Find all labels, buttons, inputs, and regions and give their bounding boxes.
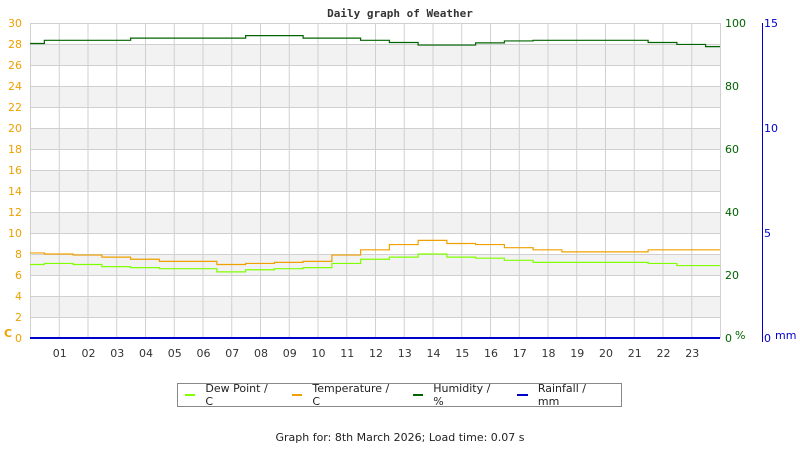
temperature-swatch-icon	[291, 394, 303, 396]
left-tick-label: 0	[15, 332, 22, 345]
x-tick-label: 06	[197, 347, 211, 360]
left-tick-label: 24	[8, 80, 22, 93]
legend-item-temperature: Temperature / C	[289, 382, 396, 408]
dew-point-line	[30, 253, 720, 273]
rainfall-axis-unit: mm	[775, 329, 796, 342]
x-tick-label: 23	[685, 347, 699, 360]
humidity-tick-label: 80	[725, 80, 739, 93]
x-tick-label: 21	[628, 347, 642, 360]
x-tick-label: 09	[283, 347, 297, 360]
x-tick-label: 13	[398, 347, 412, 360]
rainfall-tick-label: 15	[764, 17, 778, 30]
x-tick-label: 15	[455, 347, 469, 360]
left-tick-label: 2	[15, 311, 22, 324]
legend-item-rainfall: Rainfall / mm	[514, 382, 607, 408]
humidity-line	[30, 35, 720, 48]
x-tick-label: 22	[657, 347, 671, 360]
humidity-axis-unit: %	[735, 329, 745, 342]
rainfall-tick-label: 5	[764, 227, 771, 240]
humidity-tick-label: 60	[725, 143, 739, 156]
x-tick-label: 01	[53, 347, 67, 360]
x-tick-label: 07	[225, 347, 239, 360]
x-tick-label: 14	[427, 347, 441, 360]
x-tick-label: 04	[139, 347, 153, 360]
x-tick-label: 12	[369, 347, 383, 360]
dew-point-swatch-icon	[185, 394, 196, 396]
left-tick-label: 8	[15, 248, 22, 261]
left-tick-label: 22	[8, 101, 22, 114]
humidity-tick-label: 20	[725, 269, 739, 282]
left-tick-label: 16	[8, 164, 22, 177]
left-tick-label: 6	[15, 269, 22, 282]
chart-title: Daily graph of Weather	[327, 7, 473, 20]
x-axis-ticks: 01 02 03 04 05 06 07 08 09 10 11 12 13 14 15 16 17 18 19 20…	[53, 347, 700, 360]
rainfall-axis: 0 5 10 15	[762, 17, 778, 345]
legend-label: Dew Point / C	[205, 382, 268, 408]
temperature-line	[30, 239, 720, 266]
x-tick-label: 19	[570, 347, 584, 360]
humidity-tick-label: 40	[725, 206, 739, 219]
legend-label: Temperature / C	[312, 382, 390, 408]
x-tick-label: 20	[599, 347, 613, 360]
legend-label: Rainfall / mm	[537, 382, 586, 408]
legend-item-humidity: Humidity / %	[410, 382, 501, 408]
left-axis-unit: C	[4, 327, 12, 340]
humidity-axis-ticks: 0 20 40 60 80 100	[725, 17, 746, 345]
left-tick-label: 12	[8, 206, 22, 219]
x-tick-label: 11	[340, 347, 354, 360]
x-tick-label: 03	[110, 347, 124, 360]
left-tick-label: 30	[8, 17, 22, 30]
x-tick-label: 05	[168, 347, 182, 360]
x-tick-label: 02	[82, 347, 96, 360]
x-tick-label: 16	[484, 347, 498, 360]
left-tick-label: 28	[8, 38, 22, 51]
left-tick-label: 18	[8, 143, 22, 156]
humidity-tick-label: 0	[725, 332, 732, 345]
x-tick-label: 10	[312, 347, 326, 360]
plot-series	[30, 35, 720, 339]
left-tick-label: 14	[8, 185, 22, 198]
left-tick-label: 26	[8, 59, 22, 72]
left-tick-label: 10	[8, 227, 22, 240]
graph-footer: Graph for: 8th March 2026; Load time: 0.…	[275, 431, 525, 444]
rainfall-tick-label: 0	[764, 332, 771, 345]
weather-chart: Daily graph of Weather 02468101214161820…	[4, 7, 796, 360]
plot-grid	[30, 23, 721, 339]
humidity-tick-label: 100	[725, 17, 746, 30]
chart-legend: Dew Point / C Temperature / C Humidity /…	[177, 382, 622, 408]
left-tick-label: 20	[8, 122, 22, 135]
x-tick-label: 17	[513, 347, 527, 360]
left-tick-label: 4	[15, 290, 22, 303]
legend-label: Humidity / %	[433, 382, 491, 408]
rainfall-swatch-icon	[517, 394, 528, 396]
x-tick-label: 08	[254, 347, 268, 360]
legend-item-dew-point: Dew Point / C	[182, 382, 275, 408]
x-tick-label: 18	[542, 347, 556, 360]
humidity-swatch-icon	[412, 394, 424, 396]
rainfall-tick-label: 10	[764, 122, 778, 135]
